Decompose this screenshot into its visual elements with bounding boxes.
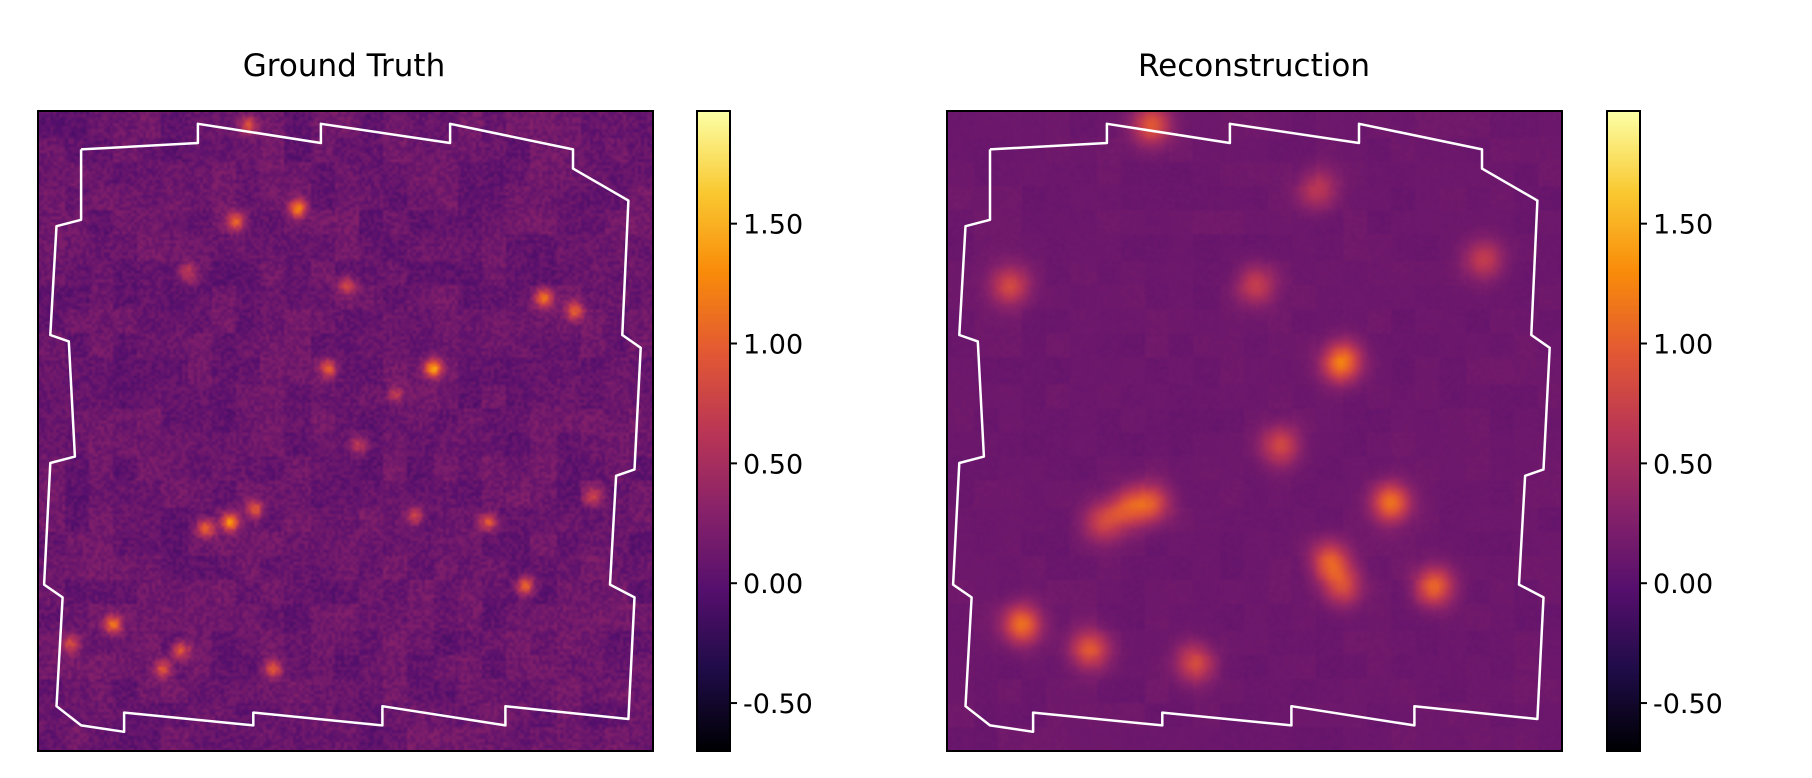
colorbar-tick-label: -0.50 xyxy=(743,689,813,720)
axes-frame xyxy=(37,110,654,752)
colorbar-tick-label: -0.50 xyxy=(1653,689,1723,720)
axes-frame xyxy=(946,110,1563,752)
panel-reconstruction: Reconstruction -0.50 0.00 0.50 1.00 1.50 xyxy=(946,48,1723,752)
colorbar-tick-label: 0.00 xyxy=(743,569,803,600)
footprint-outline xyxy=(42,122,642,734)
colorbar-tick-label: 0.50 xyxy=(1653,449,1713,480)
colorbar-tick-label: 1.00 xyxy=(1653,330,1713,361)
chart-title: Ground Truth xyxy=(243,48,445,84)
chart-title: Reconstruction xyxy=(1138,48,1370,84)
colorbar-frame xyxy=(1606,110,1641,752)
heatmap-image xyxy=(38,111,653,751)
colorbar-tick-label: 1.50 xyxy=(743,210,803,241)
colorbar-ticks: -0.50 0.00 0.50 1.00 1.50 xyxy=(730,210,813,720)
colorbar xyxy=(1607,111,1640,751)
footprint-outline xyxy=(951,122,1551,734)
colorbar-tick-label: 0.00 xyxy=(1653,569,1713,600)
heatmap-image xyxy=(947,111,1562,751)
colorbar xyxy=(697,111,730,751)
colorbar-tick-label: 1.00 xyxy=(743,330,803,361)
colorbar-tick-label: 0.50 xyxy=(743,449,803,480)
panel-ground-truth: Ground Truth -0.50 0.00 0.50 1.00 1.50 xyxy=(37,48,813,752)
colorbar-ticks: -0.50 0.00 0.50 1.00 1.50 xyxy=(1640,210,1723,720)
colorbar-frame xyxy=(696,110,731,752)
colorbar-tick-label: 1.50 xyxy=(1653,210,1713,241)
